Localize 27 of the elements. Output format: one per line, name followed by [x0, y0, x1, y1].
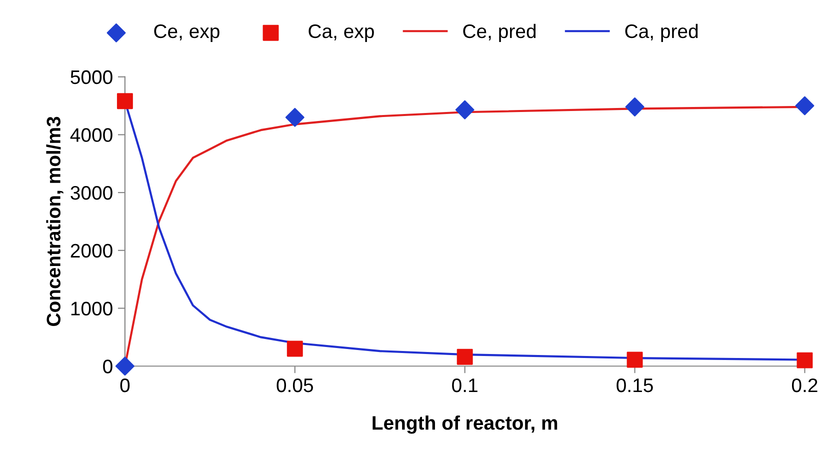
- legend-label: Ce, pred: [463, 24, 536, 42]
- x-tick-label: 0: [120, 378, 130, 392]
- y-tick-label: 4000: [70, 128, 112, 142]
- point: [456, 348, 473, 365]
- y-tick-label: 1000: [71, 302, 112, 316]
- x-tick-label: 0.2: [792, 378, 818, 392]
- point: [285, 108, 304, 127]
- x-tick-label: 0.15: [616, 378, 653, 392]
- y-tick-label: 3000: [70, 186, 112, 200]
- y-tick-label: 0: [103, 360, 112, 374]
- x-tick-label: 0.05: [276, 378, 313, 392]
- legend-label: Ce, exp: [154, 24, 220, 42]
- point: [626, 352, 643, 368]
- point: [796, 352, 813, 368]
- point: [115, 356, 134, 376]
- y-tick-label: 5000: [70, 70, 112, 84]
- point: [286, 340, 303, 357]
- x-tick-label: 0.1: [452, 378, 478, 392]
- point: [455, 100, 474, 120]
- y-tick-label: 2000: [70, 244, 112, 258]
- x-axis-title: Length of reactor, m: [372, 415, 558, 434]
- legend-label: Ca, exp: [308, 24, 374, 42]
- y-axis-title: Concentration, mol/m3: [46, 116, 64, 326]
- point: [116, 93, 133, 110]
- point: [795, 96, 814, 116]
- point: [625, 97, 644, 116]
- legend-label: Ca, pred: [625, 24, 698, 42]
